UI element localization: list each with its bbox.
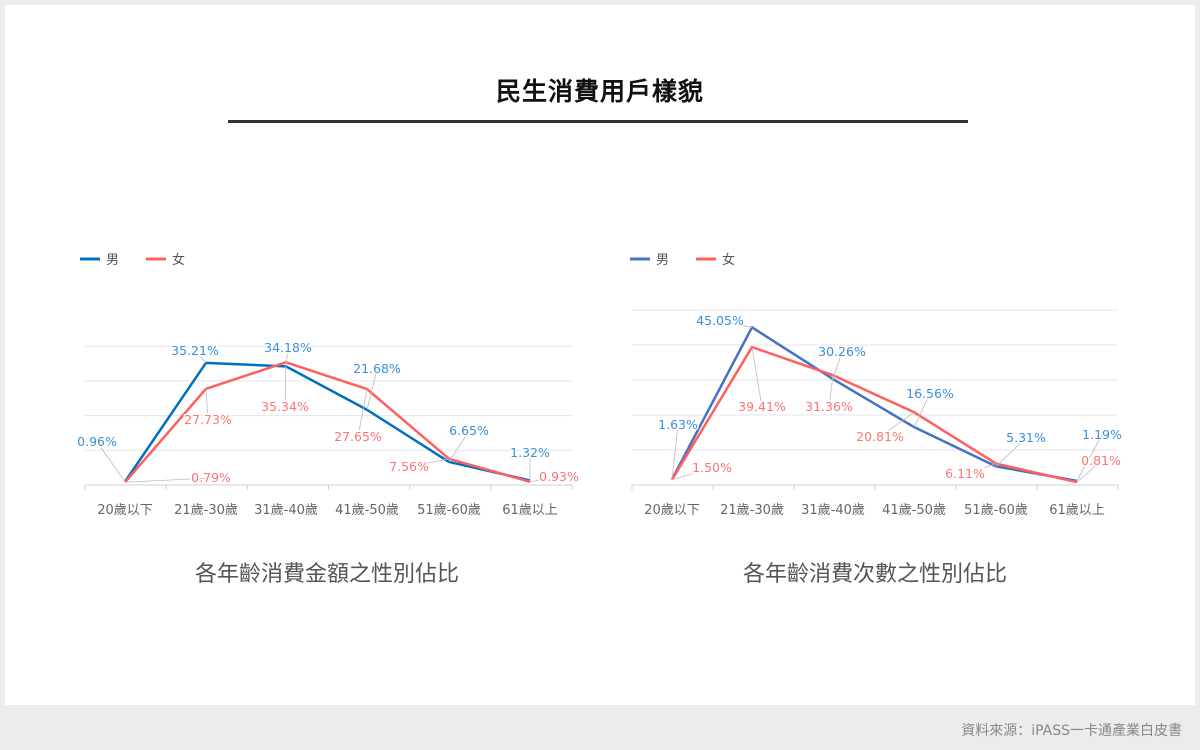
leader-line — [913, 393, 931, 428]
source-note: 資料來源：iPASS一卡通產業白皮書 — [961, 723, 1182, 739]
leader-line — [124, 477, 212, 483]
data-label: 1.50% — [692, 460, 732, 475]
data-label: 0.93% — [539, 469, 579, 484]
data-label: 20.81% — [856, 429, 904, 444]
data-label: 0.79% — [191, 470, 231, 485]
data-label: 45.05% — [696, 313, 744, 328]
data-label: 21.68% — [353, 361, 401, 376]
data-label: 35.34% — [261, 399, 309, 414]
x-tick-label: 61歲以上 — [502, 503, 558, 518]
legend-label: 男 — [656, 253, 669, 268]
leader-line — [879, 411, 915, 438]
leader-line — [751, 346, 763, 408]
leader-line — [96, 441, 126, 482]
data-label: 27.73% — [184, 412, 232, 427]
data-label: 27.65% — [334, 429, 382, 444]
chart-1-title: 各年齡消費金額之性別佔比 — [194, 562, 459, 587]
data-label: 5.31% — [1006, 430, 1046, 445]
x-tick-label: 51歲-60歲 — [417, 503, 481, 518]
data-label: 6.11% — [945, 466, 985, 481]
data-label: 6.65% — [449, 423, 489, 438]
series-line-male — [670, 326, 1078, 483]
x-tick-label: 21歲-30歲 — [174, 503, 238, 518]
leader-line — [1076, 460, 1102, 483]
leader-line — [995, 437, 1027, 467]
leader-line — [671, 467, 713, 481]
series-line-male — [123, 361, 531, 483]
leader-line — [284, 362, 287, 408]
leader-line — [205, 388, 209, 421]
x-tick-label: 41歲-50歲 — [335, 503, 399, 518]
leader-line — [529, 476, 560, 483]
data-label: 30.26% — [818, 344, 866, 359]
title-divider — [228, 120, 968, 123]
leader-line — [832, 351, 843, 380]
leader-line — [719, 320, 753, 328]
legend-label: 女 — [172, 252, 185, 268]
data-label: 0.81% — [1081, 453, 1121, 468]
x-tick-label: 31歲-40歲 — [801, 503, 865, 518]
page-title: 民生消費用戶樣貌 — [495, 77, 704, 106]
x-tick-label: 20歲以下 — [97, 503, 153, 518]
legend-label: 男 — [106, 253, 119, 268]
leader-line — [828, 375, 834, 408]
leader-line — [448, 430, 470, 463]
data-label: 31.36% — [805, 399, 853, 414]
data-label: 7.56% — [389, 459, 429, 474]
data-label: 34.18% — [264, 340, 312, 355]
leader-line — [408, 458, 450, 468]
chart-2-title: 各年齡消費次數之性別佔比 — [742, 562, 1007, 587]
x-tick-label: 31歲-40歲 — [254, 503, 318, 518]
x-tick-label: 51歲-60歲 — [964, 503, 1028, 518]
x-tick-label: 61歲以上 — [1049, 503, 1105, 518]
x-tick-label: 20歲以下 — [644, 503, 700, 518]
leader-line — [357, 388, 368, 438]
leader-line — [194, 350, 207, 364]
leader-line — [671, 424, 679, 480]
x-tick-label: 41歲-50歲 — [882, 503, 946, 518]
data-label: 0.96% — [77, 434, 117, 449]
leader-line — [366, 368, 378, 410]
legend-label: 女 — [722, 252, 735, 268]
data-label: 35.21% — [171, 343, 219, 358]
data-label: 1.19% — [1082, 427, 1122, 442]
data-label: 16.56% — [906, 386, 954, 401]
series-line-female — [670, 345, 1078, 484]
data-label: 1.63% — [658, 417, 698, 432]
leader-line — [964, 463, 997, 475]
leader-line — [1076, 434, 1103, 482]
x-tick-label: 21歲-30歲 — [720, 503, 784, 518]
data-label: 1.32% — [510, 445, 550, 460]
series-line-female — [124, 361, 531, 484]
data-label: 39.41% — [738, 399, 786, 414]
